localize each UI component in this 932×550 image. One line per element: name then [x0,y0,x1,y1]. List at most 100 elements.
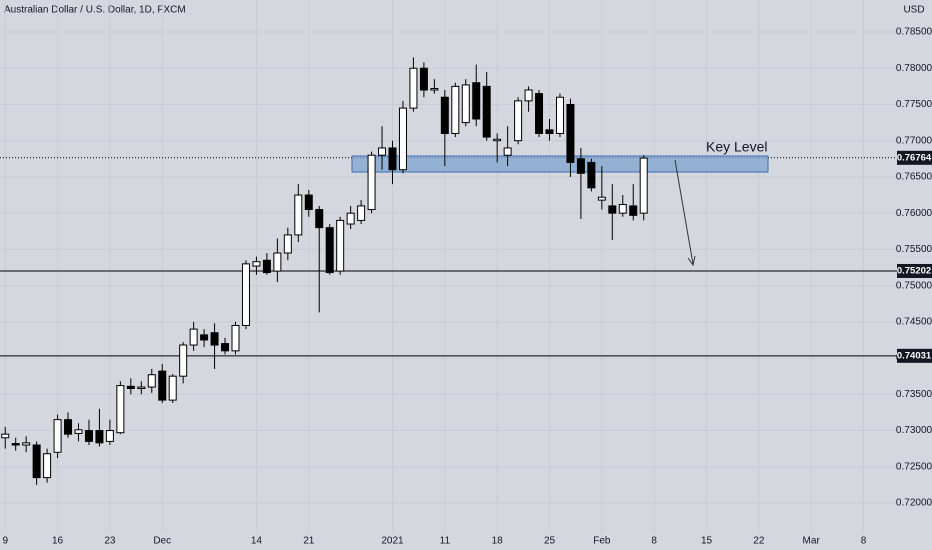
y-axis-label: USD [903,5,924,16]
x-tick-label: 22 [753,536,765,547]
candle-body [576,158,585,174]
candle-body [629,205,638,216]
candle-body [262,259,271,274]
grid [0,0,897,532]
candle-body [95,430,104,444]
candle-body [409,67,418,109]
x-tick-label: 14 [251,536,263,547]
candle-body [252,261,261,267]
price-tag-label: 0.75202 [897,265,931,276]
x-tick-label: 2021 [381,536,404,547]
candle-body [221,343,230,352]
price-tag [897,263,932,278]
y-tick-label: 0.78500 [896,27,932,38]
candle-body [555,96,564,134]
x-tick-label: 8 [861,536,867,547]
x-tick-label: 21 [303,536,315,547]
chart-title: Australian Dollar / U.S. Dollar, 1D, FXC… [4,5,186,16]
candle-body [503,147,512,156]
candle-body [273,252,282,272]
y-tick-label: 0.75500 [896,244,932,255]
annotation: Key Level [706,139,767,155]
candle-body [336,219,345,272]
y-tick-label: 0.73000 [896,425,932,436]
price-tag [897,348,932,363]
x-tick-label: 18 [492,536,504,547]
candle-body [158,370,167,401]
price-tag [897,150,932,165]
candle-body [482,85,491,138]
candle-body [179,344,188,377]
candle-body [618,203,627,214]
x-tick-label: 16 [52,536,64,547]
arrow-head [687,255,696,267]
candle-body [84,430,93,442]
candle-body [357,205,366,221]
candle-body [22,442,31,446]
candles [1,57,648,485]
candle-body [325,227,334,274]
candle-body [304,194,313,211]
candle-body [346,212,355,225]
candle-body [398,107,407,171]
candle-body [524,89,533,102]
candle-body [315,209,324,229]
candle-body [294,194,303,236]
candle-body [74,429,83,434]
candle-body [440,96,449,134]
y-tick-label: 0.74500 [896,316,932,327]
x-tick-label: 23 [104,536,116,547]
y-tick-label: 0.77000 [896,135,932,146]
candle-body [126,385,135,389]
x-tick-label: 8 [651,536,657,547]
candle-body [461,84,470,124]
candle-body [283,234,292,254]
candle-body [43,453,52,479]
candle-body [545,129,554,134]
candle-body [11,443,20,446]
y-tick-label: 0.76000 [896,208,932,219]
candle-body [147,374,156,388]
candle-body [535,93,544,134]
key-level-zone [351,155,769,173]
y-tick-label: 0.72500 [896,461,932,472]
y-tick-label: 0.77500 [896,99,932,110]
candle-body [608,205,617,214]
candle-body [168,375,177,401]
x-tick-label: Dec [153,536,171,547]
candle-body [597,196,606,201]
candle-body [388,147,397,171]
candle-body [105,430,114,442]
y-axis: 0.720000.725000.730000.735000.740000.745… [2,27,932,547]
candle-body [472,82,481,120]
candle-body [430,88,439,91]
candle-body [566,103,575,163]
price-tag-label: 0.74031 [897,350,932,361]
x-tick-label: Mar [803,536,821,547]
candle-body [231,324,240,352]
y-tick-label: 0.72000 [896,498,932,509]
candle-body [367,154,376,211]
candle-body [32,444,41,479]
candle-body [189,328,198,346]
x-tick-label: 25 [544,536,556,547]
candle-body [200,334,209,341]
candle-body [639,157,648,214]
candle-body [116,385,125,434]
candle-body [514,100,523,142]
candle-body [378,147,387,156]
candle-body [53,419,62,453]
y-tick-label: 0.73500 [896,389,932,400]
y-tick-label: 0.78000 [896,63,932,74]
candle-body [137,386,146,389]
candle-body [419,67,428,91]
x-tick-label: Feb [593,536,611,547]
x-tick-label: 9 [2,536,8,547]
x-tick-label: 11 [440,536,451,547]
candle-body [451,85,460,134]
candle-body [210,332,219,346]
candle-body [587,161,596,189]
candle-body [241,263,250,326]
